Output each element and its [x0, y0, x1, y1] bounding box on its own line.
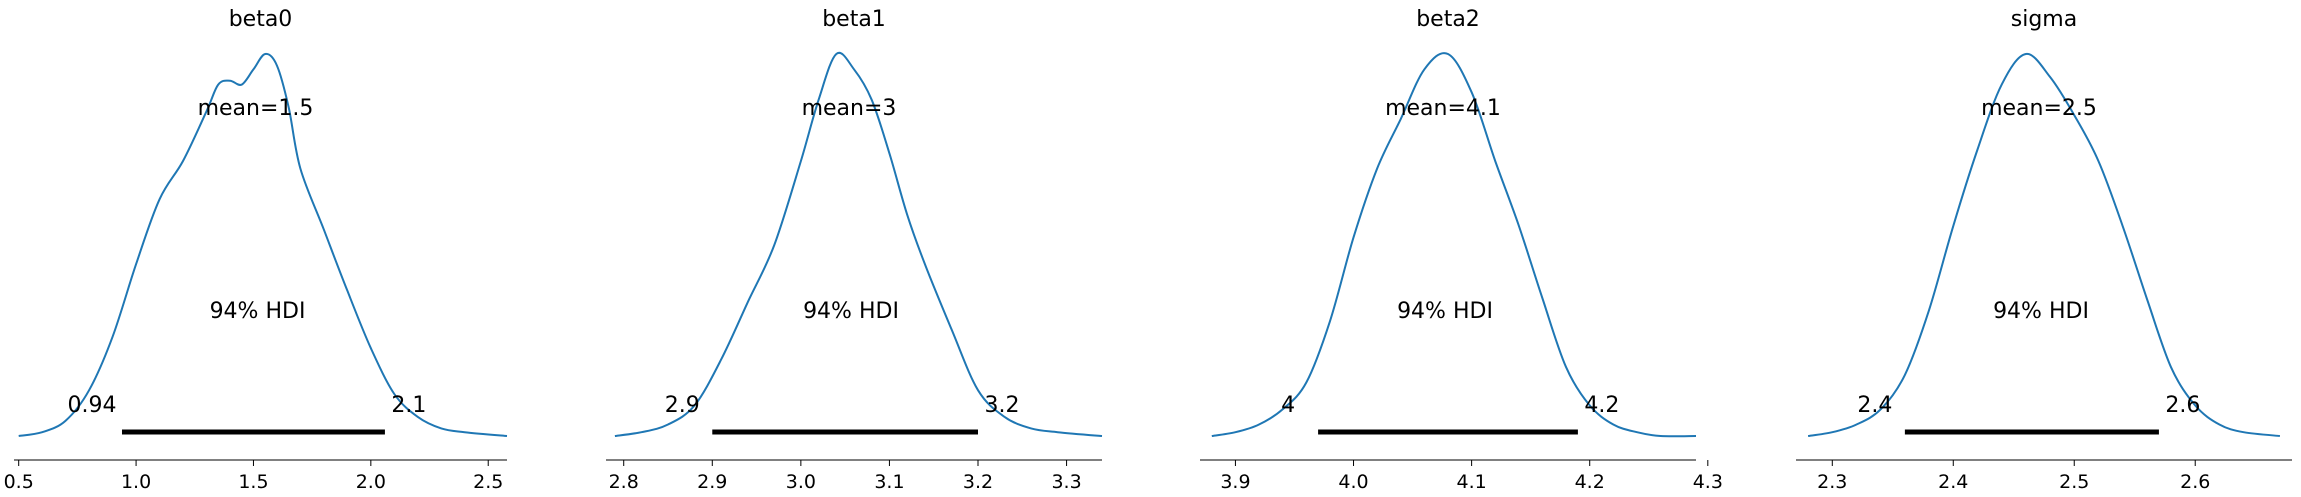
x-tick-label: 2.4	[1938, 471, 1968, 493]
hdi-low-label: 2.9	[665, 393, 700, 418]
hdi-label: 94% HDI	[210, 299, 306, 324]
hdi-low-label: 2.4	[1857, 393, 1892, 418]
x-tick-label: 2.6	[2180, 471, 2210, 493]
hdi-label: 94% HDI	[1397, 299, 1493, 324]
x-tick-label: 2.0	[356, 471, 386, 493]
subplot-title: sigma	[2011, 7, 2077, 32]
x-tick-label: 2.8	[609, 471, 639, 493]
mean-label: mean=4.1	[1385, 96, 1501, 121]
x-tick-label: 0.5	[4, 471, 34, 493]
density-curve	[1807, 52, 2280, 437]
x-tick-label: 4.1	[1457, 471, 1487, 493]
subplot-1: beta1 mean=3 94% HDI 2.9 3.2 2.8 2.9 3.0 3.1 3.2 3…	[606, 7, 1103, 493]
x-tick-label: 2.5	[2059, 471, 2089, 493]
x-tick-label: 4.2	[1575, 471, 1605, 493]
subplot-title: beta1	[822, 7, 886, 32]
mean-label: mean=2.5	[1981, 96, 2097, 121]
density-curve	[18, 52, 508, 437]
subplot-title: beta0	[229, 7, 293, 32]
subplot-title: beta2	[1416, 7, 1480, 32]
x-tick-label: 3.2	[963, 471, 993, 493]
x-tick-label: 3.0	[786, 471, 816, 493]
hdi-high-label: 4.2	[1584, 393, 1619, 418]
subplot-0: beta0 mean=1.5 94% HDI 0.94 2.1 0.5 1.0 1.5 2.0 2…	[4, 7, 508, 493]
hdi-low-label: 4	[1281, 393, 1295, 418]
subplot-3: sigma mean=2.5 94% HDI 2.4 2.6 2.3 2.4 2.5 2.6	[1796, 7, 2292, 493]
hdi-high-label: 3.2	[985, 393, 1020, 418]
density-curve	[614, 51, 1103, 437]
x-tick-label: 3.1	[874, 471, 904, 493]
x-tick-label: 3.9	[1220, 471, 1250, 493]
hdi-high-label: 2.1	[391, 393, 426, 418]
x-tick-label: 2.3	[1817, 471, 1847, 493]
x-tick-label: 2.5	[473, 471, 503, 493]
subplot-2: beta2 mean=4.1 94% HDI 4 4.2 3.9 4.0 4.1 4.2 4.3	[1200, 7, 1723, 493]
x-tick-label: 3.3	[1051, 471, 1081, 493]
hdi-low-label: 0.94	[67, 393, 116, 418]
hdi-label: 94% HDI	[1993, 299, 2089, 324]
mean-label: mean=3	[802, 96, 897, 121]
x-tick-label: 4.0	[1338, 471, 1368, 493]
x-tick-label: 4.3	[1693, 471, 1723, 493]
x-tick-label: 1.0	[121, 471, 151, 493]
x-tick-label: 2.9	[697, 471, 727, 493]
hdi-high-label: 2.6	[2165, 393, 2200, 418]
mean-label: mean=1.5	[198, 96, 314, 121]
hdi-label: 94% HDI	[803, 299, 899, 324]
density-curve	[1211, 52, 1697, 438]
x-tick-label: 1.5	[238, 471, 268, 493]
